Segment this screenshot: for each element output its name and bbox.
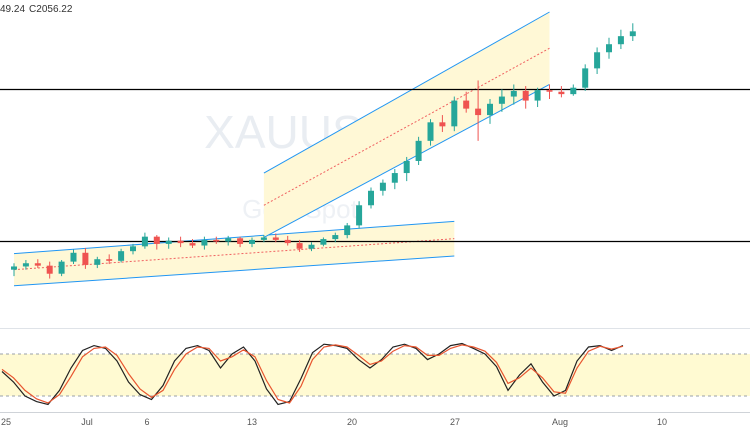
regression-channels[interactable] bbox=[13, 11, 550, 287]
candle-body bbox=[332, 235, 339, 240]
candle-body bbox=[177, 240, 184, 244]
candle-body bbox=[475, 108, 482, 116]
time-tick-label: 13 bbox=[247, 417, 257, 427]
stoch-d-line bbox=[1, 344, 624, 404]
ohlc-legend: 49.24 C2056.22 bbox=[0, 4, 76, 15]
candle-body bbox=[94, 259, 101, 265]
candle-body bbox=[296, 243, 303, 249]
candle-body bbox=[130, 246, 136, 252]
candle-body bbox=[320, 239, 327, 245]
candle-body bbox=[106, 259, 113, 261]
time-tick-label: Aug bbox=[552, 417, 568, 427]
candle-body bbox=[201, 239, 208, 246]
candle-body bbox=[153, 236, 160, 244]
candle-body bbox=[594, 52, 601, 69]
time-axis[interactable]: 25 Jul 6 13 20 27 Aug 10 bbox=[1, 417, 667, 427]
candle-body bbox=[34, 263, 41, 266]
time-tick-label: 27 bbox=[450, 417, 460, 427]
ohlc-partial-value: 49.24 bbox=[0, 4, 26, 15]
candle-body bbox=[570, 87, 577, 95]
candle-body bbox=[439, 122, 446, 127]
stoch-band bbox=[0, 354, 750, 396]
candle-body bbox=[308, 244, 315, 249]
candle-body bbox=[249, 239, 255, 244]
candle-body bbox=[487, 103, 493, 116]
candle-body bbox=[58, 261, 65, 274]
candle-body bbox=[344, 225, 351, 236]
candle-body bbox=[546, 90, 553, 92]
candle-body bbox=[403, 160, 410, 174]
stochastic-pane bbox=[0, 342, 750, 406]
channel-fill-2 bbox=[263, 12, 550, 238]
time-tick-label: 25 bbox=[1, 417, 11, 427]
time-tick-label: Jul bbox=[81, 417, 93, 427]
candle-body bbox=[463, 100, 470, 109]
candle-body bbox=[368, 190, 374, 206]
candle-body bbox=[617, 36, 624, 45]
candle-body bbox=[118, 251, 125, 261]
candle-body bbox=[558, 91, 565, 95]
candle-body bbox=[284, 239, 291, 244]
stoch-k-line bbox=[1, 342, 624, 406]
candle-body bbox=[225, 238, 232, 242]
candle-body bbox=[260, 237, 267, 240]
candle-body bbox=[629, 31, 636, 37]
candle-body bbox=[379, 182, 386, 191]
candle-body bbox=[510, 90, 517, 97]
candle-body bbox=[451, 100, 458, 127]
time-tick-label: 10 bbox=[657, 417, 667, 427]
time-tick-label: 20 bbox=[347, 417, 357, 427]
candlestick-series bbox=[11, 23, 636, 279]
horizontal-levels[interactable] bbox=[0, 88, 750, 243]
candle-body bbox=[427, 122, 434, 141]
channel-lower-line-1 bbox=[13, 255, 455, 287]
channel-upper-line-1 bbox=[13, 220, 455, 255]
candle-body bbox=[391, 173, 398, 183]
candle-body bbox=[189, 243, 196, 246]
candle-body bbox=[582, 68, 589, 88]
candle-body bbox=[70, 252, 77, 262]
candle-body bbox=[498, 96, 505, 104]
candle-body bbox=[522, 90, 529, 101]
candle-body bbox=[46, 265, 53, 274]
candle-body bbox=[272, 237, 279, 240]
candle-body bbox=[141, 236, 148, 247]
candle-body bbox=[415, 140, 422, 161]
candle-body bbox=[356, 205, 363, 226]
channel-upper-line-2 bbox=[263, 11, 550, 174]
candle-body bbox=[213, 239, 220, 242]
candle-body bbox=[534, 90, 541, 101]
candle-body bbox=[82, 252, 89, 265]
channel-fill-1 bbox=[14, 221, 455, 286]
close-value: C2056.22 bbox=[29, 4, 73, 15]
candle-body bbox=[22, 263, 29, 267]
candle-body bbox=[237, 238, 244, 244]
time-tick-label: 6 bbox=[144, 417, 149, 427]
candle-body bbox=[165, 240, 172, 244]
candle-body bbox=[606, 44, 612, 53]
candle-body bbox=[11, 266, 17, 270]
